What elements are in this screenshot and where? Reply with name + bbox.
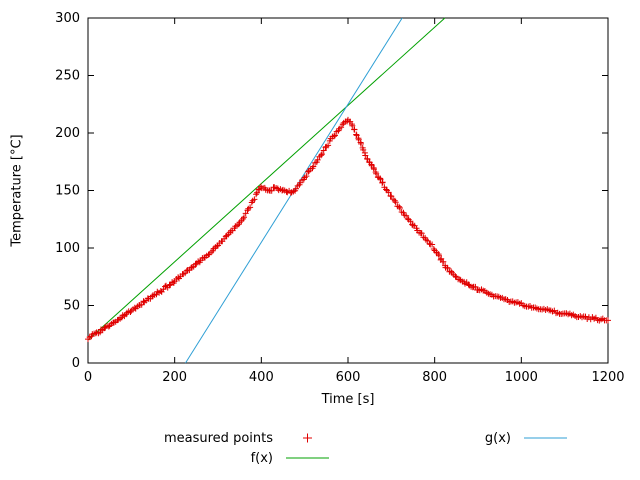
legend-entry-g: g(x) — [298, 430, 568, 446]
g-line-sample-icon — [524, 437, 567, 439]
svg-text:400: 400 — [249, 370, 274, 385]
svg-text:250: 250 — [55, 69, 80, 84]
legend-entry-f: f(x) — [60, 450, 330, 466]
plus-marker-icon — [303, 433, 312, 443]
svg-text:50: 50 — [63, 299, 80, 314]
svg-text:200: 200 — [55, 126, 80, 141]
svg-text:100: 100 — [55, 241, 80, 256]
x-axis-title: Time [s] — [321, 392, 375, 407]
legend-measured-label: measured points — [163, 430, 273, 446]
svg-text:150: 150 — [55, 184, 80, 199]
svg-text:300: 300 — [55, 11, 80, 26]
svg-text:1000: 1000 — [505, 370, 538, 385]
svg-text:600: 600 — [336, 370, 361, 385]
svg-text:800: 800 — [422, 370, 447, 385]
svg-text:0: 0 — [72, 356, 80, 371]
legend-g-label: g(x) — [484, 430, 511, 446]
svg-text:0: 0 — [84, 370, 92, 385]
svg-text:1200: 1200 — [591, 370, 624, 385]
legend-entry-measured: measured points — [60, 430, 330, 446]
f-line-sample-icon — [286, 457, 329, 459]
svg-text:200: 200 — [162, 370, 187, 385]
legend-f-label: f(x) — [250, 450, 273, 466]
